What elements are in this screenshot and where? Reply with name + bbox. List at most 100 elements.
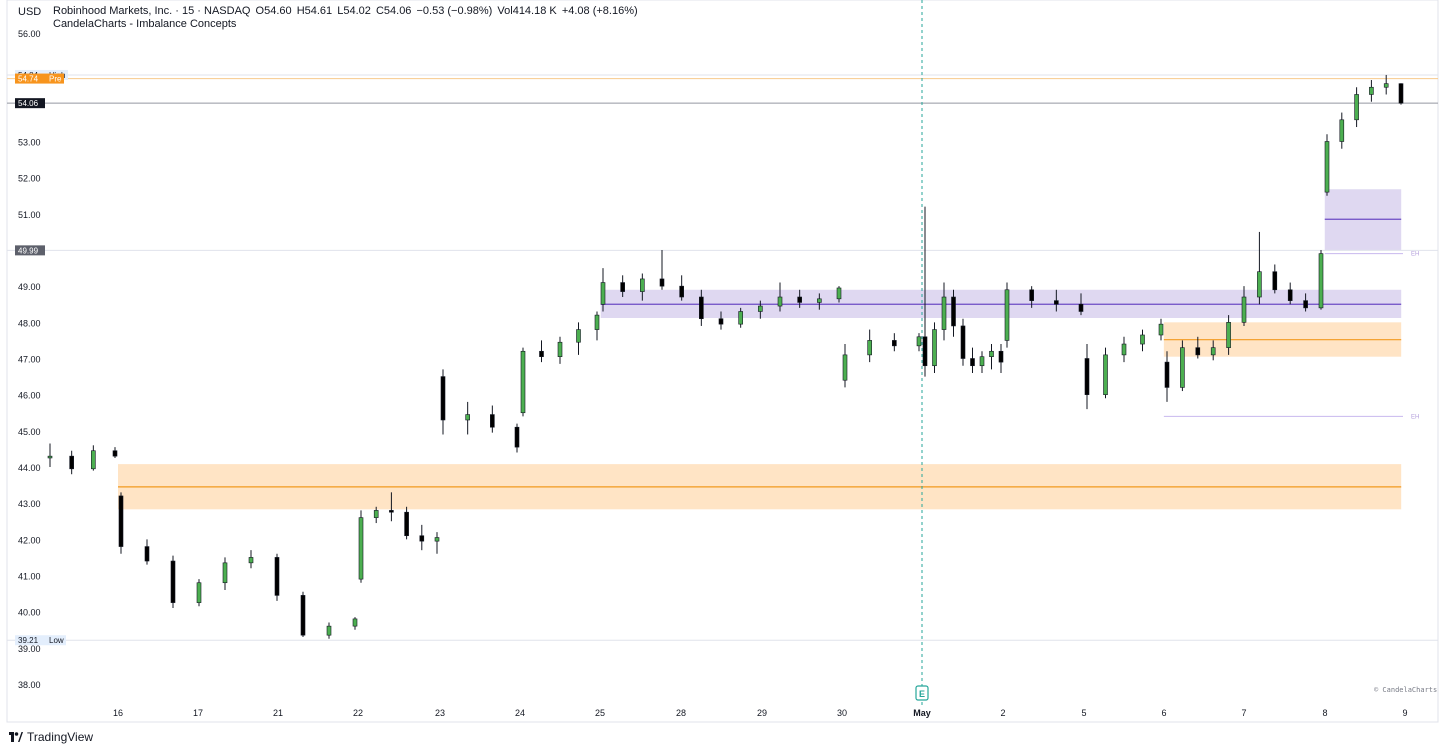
candle (1226, 322, 1231, 348)
time-axis: 16 17 21 22 23 24 25 28 29 30 May 2 5 6 7 8 9 (113, 708, 1408, 718)
y-tick-label: 48.00 (18, 318, 41, 328)
candle (1257, 271, 1262, 298)
candle (718, 318, 724, 325)
candle (932, 329, 937, 367)
candle (1287, 289, 1293, 301)
x-tick-label: 9 (1402, 708, 1407, 718)
candle (979, 356, 985, 367)
candle (777, 296, 783, 307)
candle (1164, 361, 1170, 388)
candle (576, 329, 581, 343)
candle-series (47, 74, 1404, 639)
x-tick-label: 8 (1322, 708, 1327, 718)
y-tick-label: 38.00 (18, 680, 41, 690)
candle (817, 298, 822, 303)
candle (1241, 296, 1247, 323)
eh-label: EH (1411, 414, 1419, 420)
imbalance-zones: EH EH (118, 189, 1419, 510)
event-label: E (919, 689, 925, 699)
candle (118, 495, 124, 547)
x-tick-label: 22 (353, 708, 363, 718)
candle (970, 358, 975, 367)
earnings-event: E (915, 0, 929, 705)
price-label-box (15, 98, 45, 109)
candle (47, 455, 53, 459)
y-tick-label: 39.00 (18, 644, 41, 654)
volume-value: Vol414.18 K (497, 5, 557, 17)
candle (1158, 323, 1164, 336)
y-tick-label: 43.00 (18, 499, 41, 509)
candle (867, 340, 872, 356)
y-tick-label: 52.00 (18, 174, 41, 184)
candle (960, 325, 966, 359)
candle (640, 278, 645, 292)
candle (419, 535, 425, 542)
candle (1103, 354, 1108, 395)
x-tick-label: 24 (515, 708, 525, 718)
tradingview-brand[interactable]: TradingView (9, 730, 93, 744)
candle (1078, 303, 1084, 312)
candle (699, 296, 704, 320)
y-tick-label: 47.00 (18, 355, 41, 365)
x-tick-label: 29 (757, 708, 767, 718)
candle (404, 511, 409, 537)
y-tick-label: 53.00 (18, 138, 41, 148)
candle (1324, 141, 1330, 193)
candle (1210, 347, 1216, 356)
candle (989, 350, 994, 357)
candle (1195, 347, 1201, 356)
indicator-name[interactable]: CandelaCharts - Imbalance Concepts (53, 18, 237, 30)
x-tick-label: 28 (676, 708, 686, 718)
x-tick-label: 21 (273, 708, 283, 718)
candle (1369, 86, 1374, 95)
x-tick-label: May (913, 708, 931, 718)
candle (1272, 271, 1278, 291)
candle (922, 336, 928, 367)
candle (1383, 83, 1389, 88)
candle (352, 618, 358, 627)
tradingview-logo-icon (9, 732, 23, 742)
x-tick-label: 30 (837, 708, 847, 718)
close-value: C54.06 (375, 5, 412, 17)
y-tick-label: 42.00 (18, 535, 41, 545)
candle (170, 560, 176, 603)
candle (222, 562, 228, 584)
y-tick-label: 46.00 (18, 391, 41, 401)
candle (465, 414, 470, 421)
candle (490, 414, 495, 428)
price-label-value: 39.21 (18, 636, 39, 645)
candle (659, 278, 665, 287)
x-tick-label: 23 (435, 708, 445, 718)
x-tick-label: 6 (1161, 708, 1166, 718)
high-value: H54.61 (296, 5, 333, 17)
price-label-tag: Low (49, 636, 64, 645)
candle (1140, 334, 1145, 345)
low-value: L54.02 (337, 5, 371, 17)
price-axis: 56.00 53.00 52.00 51.00 49.00 48.00 47.00 46.00… (18, 29, 41, 690)
extra-change-value: +4.08 (+8.16%) (561, 5, 638, 17)
price-label-box (15, 73, 64, 84)
chart-pane (6, 0, 1439, 723)
candle (1398, 83, 1404, 104)
candle (326, 625, 332, 636)
candle (1121, 343, 1127, 356)
candle (1354, 94, 1359, 121)
x-tick-label: 16 (113, 708, 123, 718)
candle (514, 426, 520, 448)
candle (248, 557, 254, 564)
candle (1084, 358, 1090, 395)
y-tick-label: 49.00 (18, 282, 41, 292)
y-tick-label: 41.00 (18, 572, 41, 582)
change-value: −0.53 (−0.98%) (416, 5, 493, 17)
symbol-name[interactable]: Robinhood Markets, Inc. · 15 · NASDAQ (53, 5, 251, 17)
x-tick-label: 17 (193, 708, 203, 718)
y-tick-label: 45.00 (18, 427, 41, 437)
open-value: O54.60 (255, 5, 292, 17)
candle (1180, 347, 1185, 388)
price-label-box (15, 635, 66, 646)
candle (941, 296, 947, 330)
y-tick-label: 40.00 (18, 608, 41, 618)
candle (1303, 300, 1308, 309)
